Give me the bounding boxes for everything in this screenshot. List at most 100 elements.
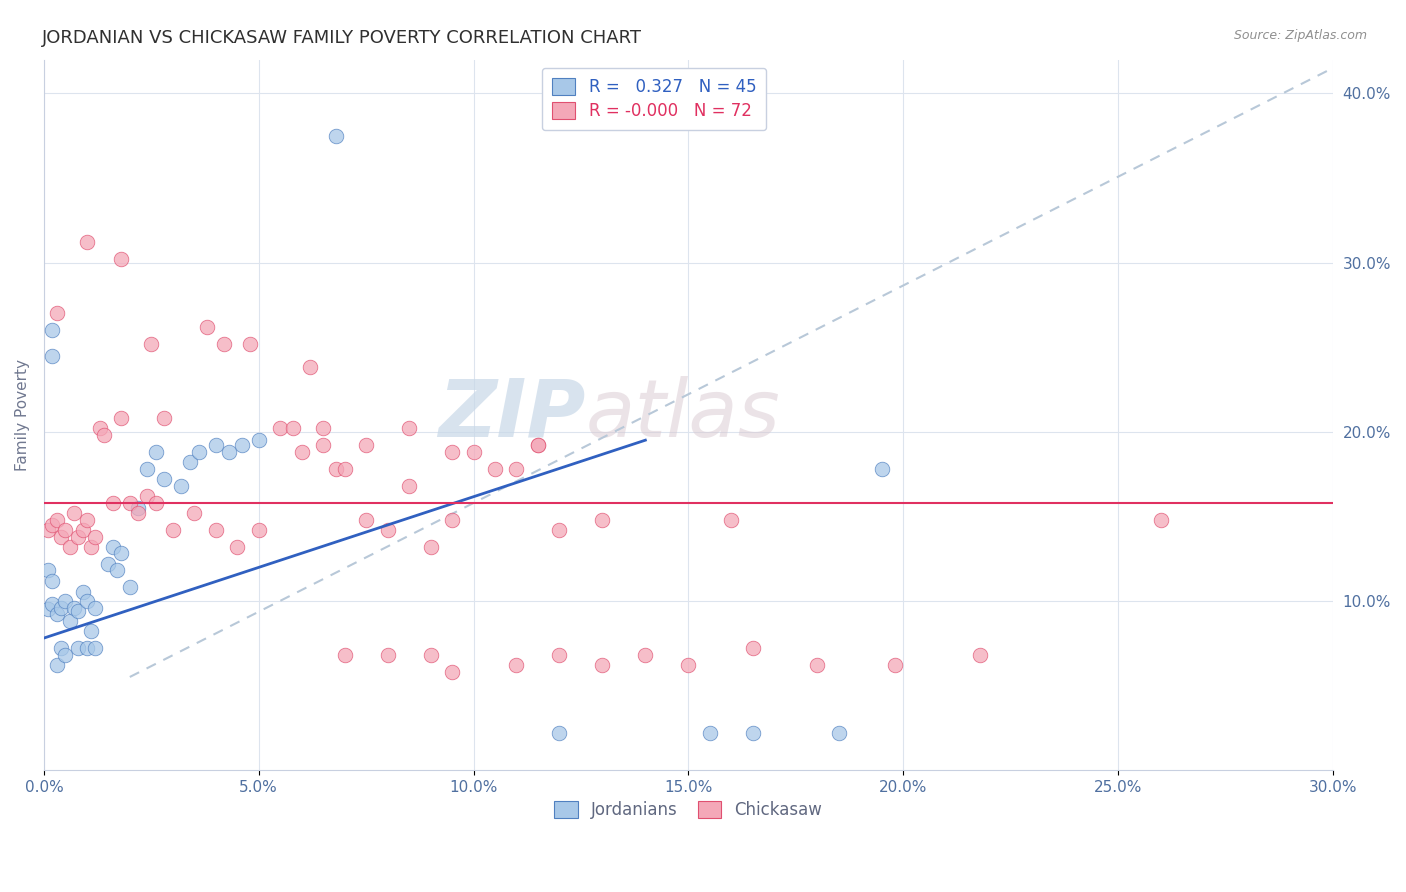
Point xyxy=(214,336,236,351)
Point xyxy=(118,496,141,510)
Point xyxy=(53,648,76,662)
Legend: Jordanians, Chickasaw: Jordanians, Chickasaw xyxy=(548,794,830,826)
Point xyxy=(247,523,270,537)
Text: JORDANIAN VS CHICKASAW FAMILY POVERTY CORRELATION CHART: JORDANIAN VS CHICKASAW FAMILY POVERTY CO… xyxy=(42,29,643,46)
Point xyxy=(398,479,420,493)
Point xyxy=(484,462,506,476)
Point xyxy=(354,513,377,527)
Point xyxy=(333,648,356,662)
Point xyxy=(49,641,72,656)
Point xyxy=(67,530,90,544)
Point xyxy=(37,563,59,577)
Point xyxy=(53,523,76,537)
Point xyxy=(291,445,314,459)
Point xyxy=(127,500,149,515)
Point xyxy=(41,349,63,363)
Point xyxy=(170,479,193,493)
Point xyxy=(527,438,550,452)
Point xyxy=(76,641,98,656)
Text: atlas: atlas xyxy=(585,376,780,454)
Point xyxy=(72,585,94,599)
Point xyxy=(548,523,571,537)
Point xyxy=(218,445,240,459)
Point xyxy=(969,648,991,662)
Text: ZIP: ZIP xyxy=(437,376,585,454)
Point xyxy=(145,496,167,510)
Point xyxy=(505,658,527,673)
Point xyxy=(333,462,356,476)
Point xyxy=(354,438,377,452)
Point xyxy=(89,421,111,435)
Point xyxy=(136,489,159,503)
Point xyxy=(720,513,742,527)
Point xyxy=(76,513,98,527)
Point xyxy=(398,421,420,435)
Point xyxy=(37,523,59,537)
Point xyxy=(1150,513,1173,527)
Point xyxy=(101,540,124,554)
Point xyxy=(591,658,613,673)
Point xyxy=(45,513,67,527)
Point xyxy=(153,472,176,486)
Point xyxy=(634,648,657,662)
Point xyxy=(527,438,550,452)
Point xyxy=(84,600,107,615)
Point xyxy=(76,235,98,250)
Point xyxy=(678,658,700,673)
Point xyxy=(195,319,218,334)
Point xyxy=(110,411,132,425)
Point xyxy=(80,624,103,639)
Point xyxy=(281,421,304,435)
Point xyxy=(76,594,98,608)
Point xyxy=(41,574,63,588)
Point xyxy=(179,455,201,469)
Point xyxy=(226,540,249,554)
Point xyxy=(441,513,464,527)
Point xyxy=(548,648,571,662)
Point xyxy=(377,648,399,662)
Point xyxy=(828,726,851,740)
Point xyxy=(699,726,721,740)
Point xyxy=(141,336,163,351)
Point xyxy=(67,641,90,656)
Point xyxy=(41,323,63,337)
Point xyxy=(463,445,485,459)
Point xyxy=(63,506,86,520)
Point xyxy=(67,604,90,618)
Point xyxy=(72,523,94,537)
Point xyxy=(97,557,120,571)
Point xyxy=(84,641,107,656)
Point xyxy=(101,496,124,510)
Point xyxy=(325,462,347,476)
Point xyxy=(59,540,82,554)
Point xyxy=(110,547,132,561)
Point xyxy=(53,594,76,608)
Point xyxy=(37,602,59,616)
Point xyxy=(41,517,63,532)
Point xyxy=(239,336,262,351)
Point xyxy=(247,433,270,447)
Point xyxy=(299,360,322,375)
Point xyxy=(84,530,107,544)
Point xyxy=(49,600,72,615)
Point xyxy=(45,607,67,622)
Point xyxy=(162,523,184,537)
Point xyxy=(269,421,291,435)
Point xyxy=(548,726,571,740)
Point xyxy=(325,128,347,143)
Point xyxy=(591,513,613,527)
Point xyxy=(127,506,149,520)
Point xyxy=(80,540,103,554)
Point xyxy=(741,641,763,656)
Point xyxy=(105,563,128,577)
Point xyxy=(419,540,441,554)
Text: Source: ZipAtlas.com: Source: ZipAtlas.com xyxy=(1233,29,1367,42)
Point xyxy=(741,726,763,740)
Point xyxy=(183,506,205,520)
Point xyxy=(377,523,399,537)
Point xyxy=(231,438,253,452)
Point xyxy=(136,462,159,476)
Point xyxy=(63,600,86,615)
Point xyxy=(419,648,441,662)
Point xyxy=(93,428,115,442)
